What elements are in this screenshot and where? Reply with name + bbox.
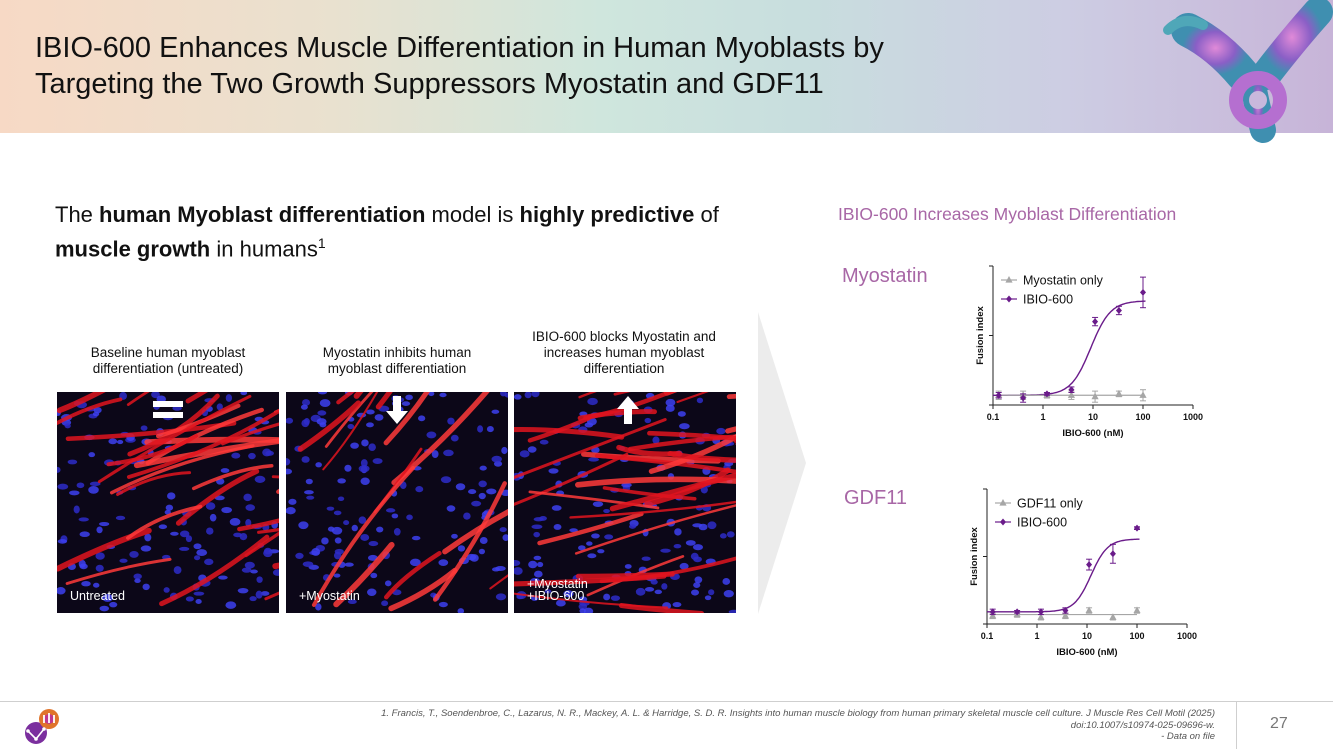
x-axis-label: IBIO-600 (nM) bbox=[1062, 428, 1123, 439]
x-tick-label: 0.1 bbox=[987, 412, 1000, 422]
equals-icon bbox=[153, 401, 183, 418]
header-banner bbox=[0, 0, 1333, 133]
y-axis-label: Fusion index bbox=[975, 305, 986, 364]
data-point bbox=[1115, 306, 1122, 314]
data-point bbox=[1014, 608, 1021, 616]
data-point bbox=[1037, 613, 1045, 620]
chart-label-gdf11: GDF11 bbox=[844, 487, 907, 509]
arrow-up-icon bbox=[617, 396, 639, 424]
results-heading: IBIO-600 Increases Myoblast Differentiat… bbox=[838, 204, 1177, 224]
title-line-2: Targeting the Two Growth Suppressors Myo… bbox=[35, 68, 824, 100]
x-tick-label: 100 bbox=[1129, 631, 1144, 641]
fit-curve bbox=[993, 300, 1146, 396]
x-tick-label: 1 bbox=[1034, 631, 1039, 641]
x-tick-label: 10 bbox=[1082, 631, 1092, 641]
micrograph-myostatin: +Myostatin bbox=[286, 392, 508, 613]
fit-curve bbox=[987, 538, 1140, 613]
page-number: 27 bbox=[1270, 715, 1288, 732]
data-point bbox=[989, 608, 996, 616]
micrograph-untreated: Untreated bbox=[57, 392, 279, 613]
x-tick-label: 1000 bbox=[1183, 412, 1203, 422]
footer-divider bbox=[0, 701, 1333, 702]
data-point bbox=[1067, 391, 1076, 398]
condition-label: +Myostatin +IBIO-600 bbox=[527, 577, 588, 603]
chevron-arrow-icon bbox=[758, 312, 806, 614]
legend-label: Myostatin only bbox=[1023, 274, 1104, 288]
reference-citation: 1. Francis, T., Soendenbroe, C., Lazarus… bbox=[381, 708, 1215, 742]
slide-title: IBIO-600 Enhances Muscle Differentiation… bbox=[35, 30, 1035, 102]
data-point bbox=[1140, 288, 1146, 296]
data-point bbox=[1109, 550, 1116, 558]
data-point bbox=[1109, 613, 1117, 620]
panel-caption-untreated: Baseline human myoblast differentiation … bbox=[90, 345, 246, 376]
x-axis-label: IBIO-600 (nM) bbox=[1056, 647, 1117, 658]
intro-statement: The human Myoblast differentiation model… bbox=[55, 202, 719, 262]
data-point bbox=[1020, 394, 1027, 402]
data-point bbox=[1139, 391, 1147, 398]
condition-label: +Myostatin bbox=[299, 589, 360, 603]
legend-marker bbox=[1006, 295, 1012, 303]
x-tick-label: 0.1 bbox=[981, 631, 994, 641]
data-point bbox=[1043, 390, 1050, 398]
data-point bbox=[1133, 606, 1141, 614]
data-point bbox=[1086, 561, 1093, 569]
panel-caption-myostatin: Myostatin inhibits human myoblast differ… bbox=[322, 345, 472, 376]
data-point bbox=[1091, 392, 1099, 400]
x-tick-label: 100 bbox=[1135, 412, 1150, 422]
micrograph-ibio600: +Myostatin +IBIO-600 bbox=[514, 392, 736, 613]
title-line-1: IBIO-600 Enhances Muscle Differentiation… bbox=[35, 32, 884, 64]
company-logo-icon bbox=[25, 709, 59, 744]
legend-marker bbox=[999, 499, 1007, 506]
data-point bbox=[1092, 318, 1099, 326]
condition-label: Untreated bbox=[70, 589, 125, 603]
x-tick-label: 1 bbox=[1040, 412, 1045, 422]
data-point bbox=[1037, 608, 1044, 616]
data-point bbox=[995, 391, 1002, 399]
legend-label: IBIO-600 bbox=[1017, 516, 1067, 530]
y-axis-label: Fusion index bbox=[969, 526, 980, 585]
x-tick-label: 1000 bbox=[1177, 631, 1197, 641]
legend-label: GDF11 only bbox=[1017, 497, 1084, 511]
antibody-illustration bbox=[1163, 0, 1333, 143]
panel-caption-ibio600: IBIO-600 blocks Myostatin and increases … bbox=[532, 329, 716, 376]
x-tick-label: 10 bbox=[1088, 412, 1098, 422]
chart-label-myostatin: Myostatin bbox=[842, 265, 928, 287]
data-point bbox=[1062, 607, 1069, 614]
data-point bbox=[1068, 386, 1075, 394]
data-point bbox=[1085, 606, 1093, 614]
arrow-down-icon bbox=[386, 396, 408, 424]
data-point bbox=[1134, 524, 1140, 532]
legend-label: IBIO-600 bbox=[1023, 293, 1073, 307]
chart-myostatin: 0.1 1 10 100 1000 IBIO-600 (nM) Fusion index My… bbox=[975, 265, 1203, 439]
chart-gdf11: 0.1 1 10 100 1000 IBIO-600 (nM) Fusion index GD… bbox=[969, 488, 1197, 658]
footer-separator bbox=[1236, 702, 1237, 749]
legend-marker bbox=[1005, 276, 1013, 283]
data-point bbox=[1115, 389, 1123, 397]
legend-marker bbox=[1000, 518, 1006, 526]
data-point bbox=[1061, 611, 1070, 619]
